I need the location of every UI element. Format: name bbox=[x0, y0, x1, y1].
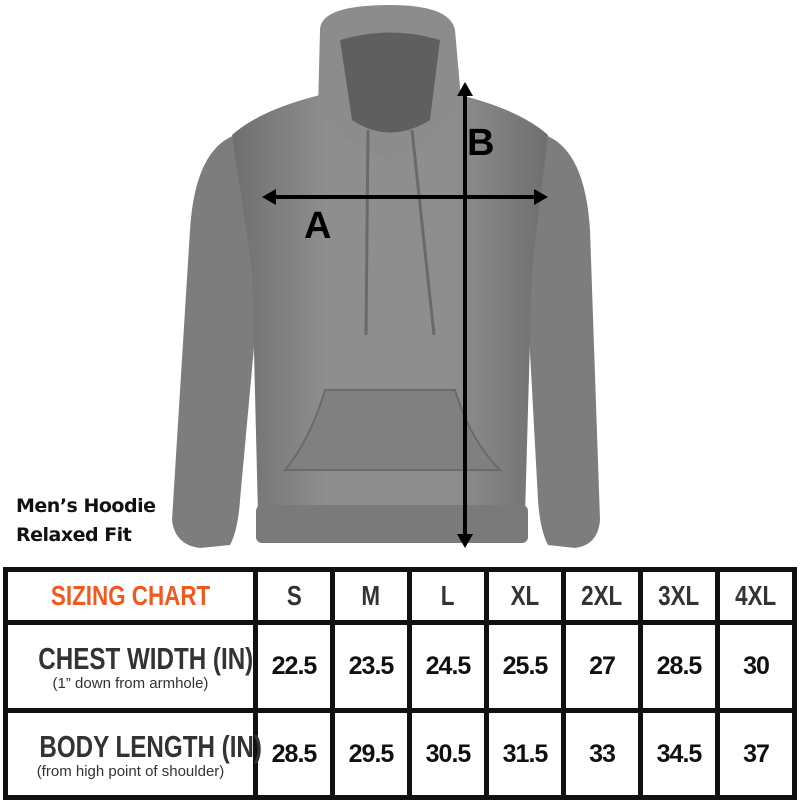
product-name: Men’s Hoodie bbox=[16, 495, 156, 517]
value-cell: 31.5 bbox=[484, 708, 566, 800]
size-label: S bbox=[286, 580, 302, 611]
row-label: CHEST WIDTH (IN) bbox=[38, 641, 254, 676]
row-label-cell: BODY LENGTH (IN) (from high point of shou… bbox=[3, 708, 262, 800]
size-header: XL bbox=[484, 567, 566, 625]
table-row-length: BODY LENGTH (IN) (from high point of shou… bbox=[3, 708, 797, 800]
value-cell: 30 bbox=[715, 620, 797, 713]
row-label-cell: CHEST WIDTH (IN) (1” down from armhole) bbox=[3, 620, 258, 713]
size-header: S bbox=[253, 567, 335, 625]
size-header: L bbox=[407, 567, 489, 625]
size-label: M bbox=[361, 580, 381, 611]
label-a: A bbox=[304, 205, 331, 247]
table-title: SIZING CHART bbox=[50, 580, 211, 611]
value-cell: 27 bbox=[561, 620, 643, 713]
size-label: 4XL bbox=[735, 580, 777, 611]
size-header: 4XL bbox=[715, 567, 797, 625]
size-label: 3XL bbox=[658, 580, 700, 611]
value-cell: 28.5 bbox=[253, 708, 335, 800]
header-row: SIZING CHART S M L XL 2XL 3XL 4XL bbox=[3, 567, 797, 625]
value-cell: 29.5 bbox=[330, 708, 412, 800]
value-cell: 30.5 bbox=[407, 708, 489, 800]
value-cell: 24.5 bbox=[407, 620, 489, 713]
product-fit: Relaxed Fit bbox=[16, 524, 132, 546]
value-cell: 37 bbox=[715, 708, 797, 800]
size-header: M bbox=[330, 567, 412, 625]
size-label: L bbox=[441, 580, 455, 611]
size-label: XL bbox=[510, 580, 540, 611]
row-label: BODY LENGTH (IN) bbox=[39, 728, 262, 764]
measurement-arrow-b bbox=[457, 82, 473, 548]
table-row-chest: CHEST WIDTH (IN) (1” down from armhole) 2… bbox=[3, 620, 797, 713]
value-cell: 34.5 bbox=[638, 708, 720, 800]
size-label: 2XL bbox=[581, 580, 623, 611]
label-b: B bbox=[467, 122, 494, 164]
size-header: 2XL bbox=[561, 567, 643, 625]
hoodie-shape bbox=[172, 5, 600, 548]
hoodie-illustration: A B bbox=[172, 5, 600, 548]
measurement-arrow-a bbox=[262, 189, 548, 205]
table-title-cell: SIZING CHART bbox=[3, 567, 258, 625]
value-cell: 22.5 bbox=[253, 620, 335, 713]
value-cell: 28.5 bbox=[638, 620, 720, 713]
value-cell: 23.5 bbox=[330, 620, 412, 713]
row-note: (from high point of shoulder) bbox=[36, 762, 225, 780]
row-note: (1” down from armhole) bbox=[52, 675, 209, 692]
size-header: 3XL bbox=[638, 567, 720, 625]
value-cell: 25.5 bbox=[484, 620, 566, 713]
value-cell: 33 bbox=[561, 708, 643, 800]
sizing-table: SIZING CHART S M L XL 2XL 3XL 4XL CHEST … bbox=[3, 567, 797, 800]
